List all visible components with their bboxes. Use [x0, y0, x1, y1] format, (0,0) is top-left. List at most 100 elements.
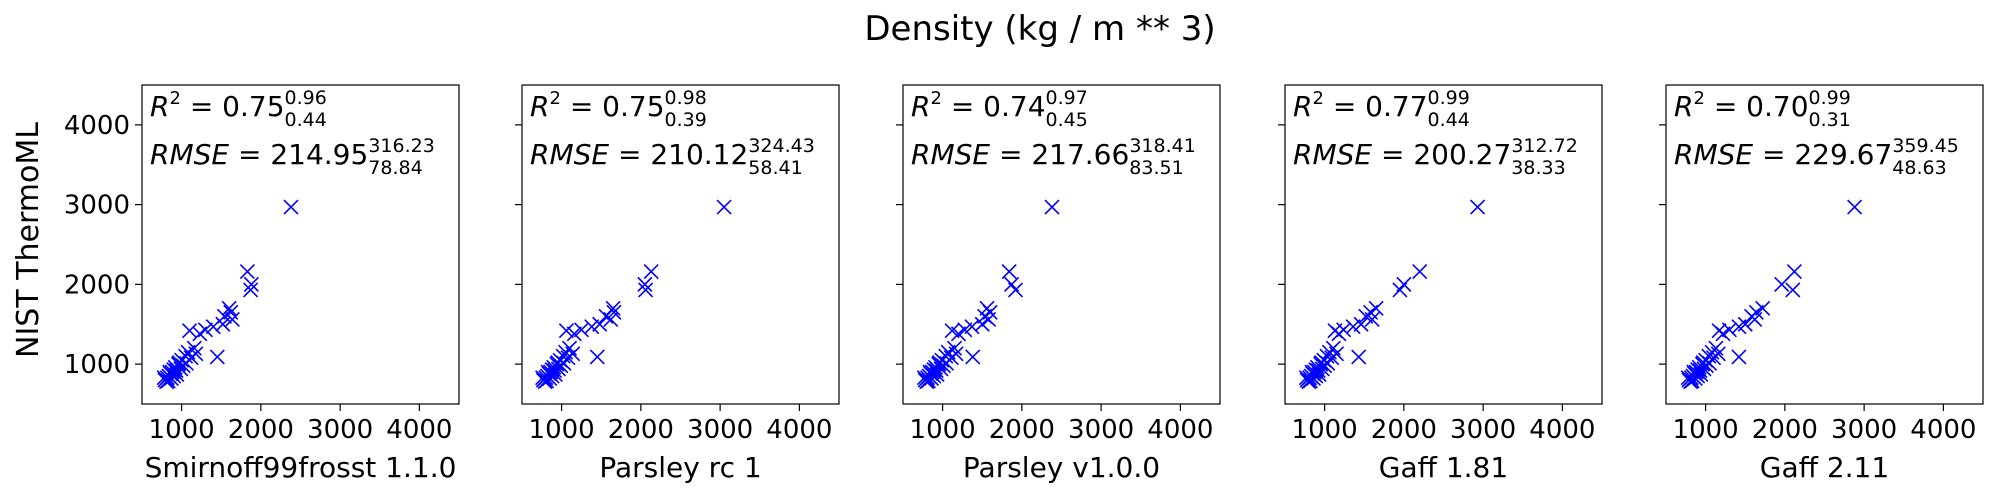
data-point [209, 349, 225, 365]
x-tick-label: 1000 [1292, 415, 1358, 445]
data-point [205, 319, 221, 335]
y-tick-label: 4000 [64, 111, 130, 141]
x-axis-label: Gaff 2.11 [1760, 451, 1889, 484]
data-point [981, 311, 997, 328]
data-point [1470, 199, 1486, 215]
data-point [920, 373, 936, 389]
data-point [573, 322, 590, 338]
x-tick-label: 1000 [149, 415, 215, 445]
x-tick-label: 3000 [307, 415, 373, 445]
rmse-annotation: RMSE = 217.66318.41 83.51 [911, 135, 1196, 179]
x-tick-label: 2000 [1752, 415, 1818, 445]
data-point [1785, 282, 1801, 298]
data-point [974, 316, 990, 332]
rmse-annotation: RMSE = 214.95316.23 78.84 [150, 135, 435, 179]
data-point [1786, 264, 1802, 280]
data-point [1345, 319, 1361, 335]
x-tick-label: 3000 [1831, 415, 1897, 445]
x-tick-label: 4000 [386, 415, 452, 445]
data-point [566, 326, 582, 342]
data-point [558, 323, 574, 339]
panel-frame [1665, 84, 1984, 405]
data-point [215, 316, 231, 332]
data-point [589, 349, 605, 365]
data-point [539, 373, 555, 389]
data-point [1774, 276, 1790, 292]
data-point [948, 346, 964, 362]
r2-annotation: R2 = 0.740.97 0.45 [911, 87, 1088, 131]
x-tick-label: 4000 [1910, 415, 1976, 445]
data-point [1302, 373, 1318, 389]
y-tick-label: 3000 [64, 191, 130, 221]
figure-title: Density (kg / m ** 3) [864, 9, 1215, 49]
rmse-annotation: RMSE = 229.67359.45 48.63 [1674, 135, 1959, 179]
data-point [1747, 311, 1763, 328]
data-point [1327, 323, 1343, 339]
data-point [1412, 264, 1428, 280]
rmse-annotation: RMSE = 210.12324.43 58.41 [530, 135, 815, 179]
x-tick-label: 2000 [228, 415, 294, 445]
data-point [565, 346, 581, 362]
data-point [1310, 362, 1326, 379]
data-point [1364, 311, 1380, 328]
data-point [716, 199, 732, 215]
data-point [160, 373, 176, 389]
panel-1: 1000 2000 3000 4000 1000 2000 3000 4000 Smirnoff… [64, 84, 460, 484]
data-point [638, 282, 654, 298]
x-tick-label: 2000 [1371, 415, 1437, 445]
x-tick-label: 3000 [1068, 415, 1134, 445]
data-point [931, 354, 948, 371]
x-axis-label: Parsley v1.0.0 [963, 451, 1160, 484]
data-point [188, 346, 204, 362]
x-axis-label: Parsley rc 1 [599, 451, 761, 484]
panel-4: 1000 2000 3000 4000 Gaff 1.81 R2 = 0.770.99 0.… [1278, 84, 1603, 484]
data-point [928, 362, 944, 379]
data-point [224, 311, 240, 328]
data-point [192, 326, 208, 342]
panel-frame [902, 84, 1221, 405]
x-tick-label: 3000 [1450, 415, 1516, 445]
data-point [239, 264, 255, 280]
x-tick-label: 1000 [910, 415, 976, 445]
panel-frame [141, 84, 460, 405]
data-point [1710, 346, 1726, 362]
x-tick-label: 4000 [766, 415, 832, 445]
panel-frame [521, 84, 840, 405]
data-point [584, 319, 600, 335]
data-point [171, 354, 187, 371]
data-point [1007, 282, 1024, 298]
data-point [1684, 373, 1700, 389]
data-point [243, 276, 259, 292]
r2-annotation: R2 = 0.770.99 0.44 [1293, 87, 1470, 131]
x-tick-label: 1000 [529, 415, 595, 445]
data-point [168, 362, 184, 379]
x-axis-label: Smirnoff99frosst 1.1.0 [145, 451, 457, 484]
data-point [598, 308, 614, 324]
data-point [637, 276, 653, 292]
data-point [1351, 349, 1367, 365]
x-tick-label: 3000 [687, 415, 753, 445]
data-point [1044, 199, 1060, 215]
x-tick-label: 2000 [989, 415, 1055, 445]
panel-frame [1284, 84, 1603, 405]
data-point [965, 349, 981, 365]
data-point [181, 323, 198, 339]
data-point [1847, 199, 1863, 215]
data-point [1001, 264, 1017, 280]
x-tick-label: 4000 [1529, 415, 1595, 445]
panel-3: 1000 2000 3000 4000 Parsley v1.0.0 R2 = 0.740… [896, 84, 1221, 484]
data-point [1692, 362, 1708, 379]
x-axis-label: Gaff 1.81 [1379, 451, 1508, 484]
y-tick-label: 2000 [64, 270, 130, 300]
data-point [1328, 346, 1345, 362]
r2-annotation: R2 = 0.750.98 0.39 [530, 87, 707, 131]
data-point [1695, 354, 1711, 371]
panels-group: 1000 2000 3000 4000 1000 2000 3000 4000 Smirnoff… [64, 84, 1984, 484]
y-tick-label: 1000 [64, 350, 130, 380]
data-point [283, 199, 299, 215]
data-point [1731, 349, 1747, 365]
data-point [550, 354, 566, 371]
data-point [944, 323, 960, 339]
